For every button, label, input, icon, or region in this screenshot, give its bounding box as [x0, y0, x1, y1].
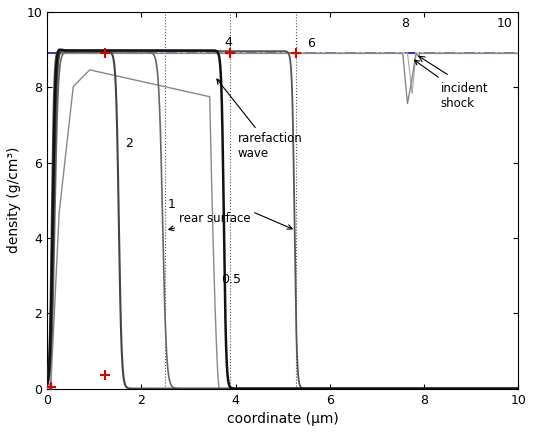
Text: rear surface: rear surface [169, 212, 250, 231]
Text: 2: 2 [125, 137, 133, 150]
Text: 6: 6 [307, 38, 315, 51]
Text: 1: 1 [167, 197, 175, 210]
Text: 8: 8 [401, 17, 409, 30]
Text: 10: 10 [497, 17, 513, 30]
Text: 0.5: 0.5 [222, 273, 241, 286]
Text: rarefaction
wave: rarefaction wave [217, 79, 303, 161]
Text: incident
shock: incident shock [415, 60, 488, 110]
X-axis label: coordinate (μm): coordinate (μm) [227, 412, 338, 426]
Text: 4: 4 [225, 36, 232, 48]
Y-axis label: density (g/cm³): density (g/cm³) [7, 147, 21, 253]
